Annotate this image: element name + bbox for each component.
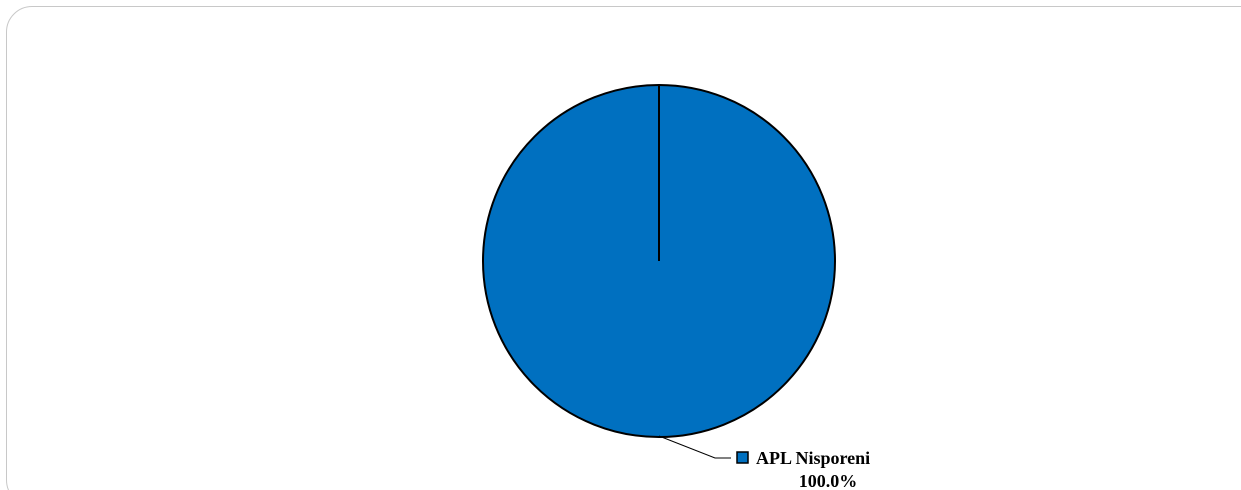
chart-frame — [6, 6, 1241, 490]
pie-slices — [482, 84, 836, 438]
data-label-percent: 100.0% — [799, 471, 858, 490]
data-label-series-name: APL Nisporeni — [756, 448, 870, 468]
data-label-legend-key — [736, 451, 749, 464]
data-label-leader-line — [658, 435, 731, 459]
